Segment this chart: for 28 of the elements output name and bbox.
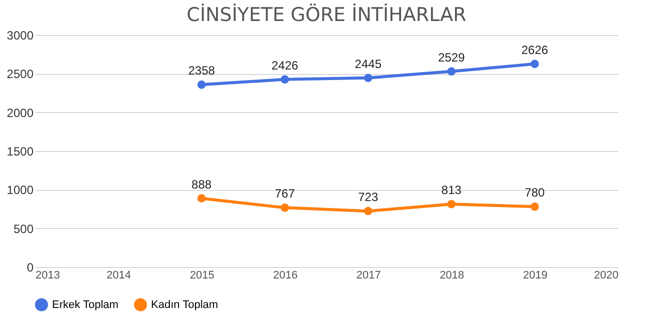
x-tick-label: 2018 [440, 270, 464, 282]
legend-label: Kadın Toplam [151, 298, 218, 311]
data-label: 888 [192, 177, 212, 192]
legend-label: Erkek Toplam [52, 298, 118, 311]
x-tick-label: 2017 [356, 270, 381, 282]
data-label: 2358 [188, 64, 216, 78]
x-tick-label: 2014 [106, 270, 132, 282]
data-label: 723 [358, 190, 378, 204]
chart-title: CİNSİYETE GÖRE İNTİHARLAR [186, 3, 466, 26]
data-label: 780 [524, 186, 546, 200]
x-tick-label: 2016 [273, 270, 298, 282]
y-tick-label: 0 [26, 260, 34, 274]
y-tick-label: 2000 [6, 106, 34, 120]
data-label: 2626 [521, 42, 548, 57]
data-label: 2426 [272, 58, 299, 72]
y-tick-label: 3000 [6, 28, 34, 42]
data-label: 2529 [438, 50, 466, 64]
y-tick-label: 1000 [6, 183, 34, 198]
data-label: 767 [274, 186, 296, 201]
data-label: 2445 [354, 56, 382, 71]
x-tick-label: 2015 [190, 270, 214, 282]
y-tick-label: 1500 [6, 144, 34, 158]
y-tick-label: 2500 [6, 67, 34, 82]
x-tick-label: 2019 [522, 270, 548, 282]
x-tick-label: 2020 [594, 270, 618, 282]
x-tick-label: 2013 [36, 270, 60, 282]
data-label: 813 [441, 183, 462, 198]
y-tick-label: 500 [13, 222, 34, 236]
